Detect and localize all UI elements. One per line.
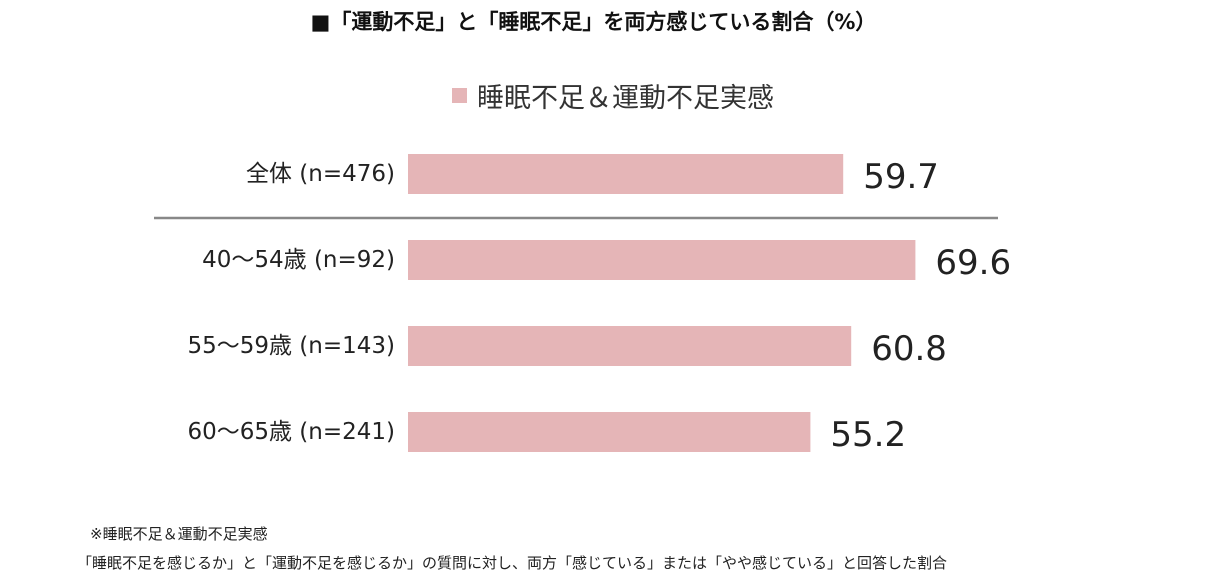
bar [408,412,811,452]
footnote-2: 「睡眠不足を感じるか」と「運動不足を感じるか」の質問に対し、両方「感じている」ま… [77,554,948,572]
bar [408,326,852,366]
legend: 睡眠不足＆運動不足実感 [452,78,774,114]
bar [408,154,844,194]
category-label: 40～54歳 (n=92) [202,247,395,273]
chart-title: ■「運動不足」と「睡眠不足」を両方感じている割合（%） [310,10,877,34]
bar [408,240,916,280]
data-label: 55.2 [830,415,906,455]
legend-label: 睡眠不足＆運動不足実感 [477,82,774,114]
category-label: 全体 (n=476) [246,161,395,187]
category-label: 60～65歳 (n=241) [187,419,395,445]
data-label: 59.7 [863,157,939,197]
data-label: 60.8 [871,329,947,369]
category-label: 55～59歳 (n=143) [187,333,395,359]
footnote-1: ※睡眠不足＆運動不足実感 [90,525,268,543]
legend-swatch [452,87,467,103]
data-label: 69.6 [935,243,1011,283]
